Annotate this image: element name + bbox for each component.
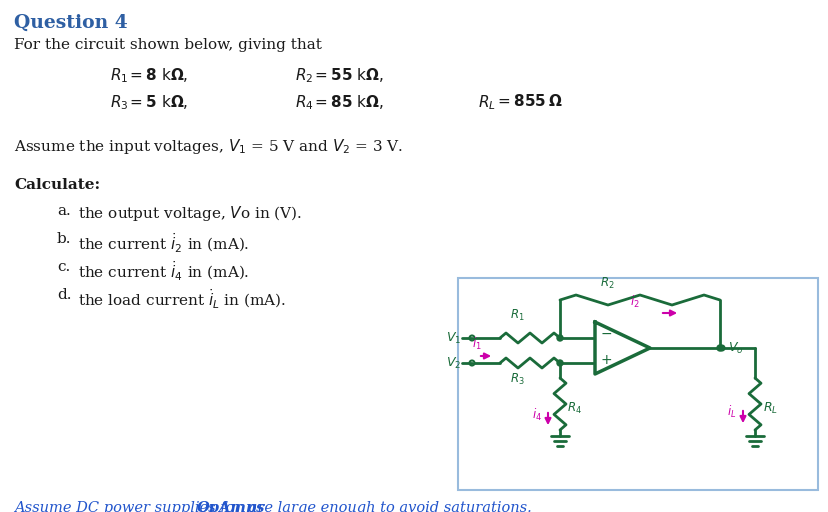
Text: $V_2$: $V_2$ — [445, 355, 460, 371]
Text: OpAmps: OpAmps — [197, 501, 265, 512]
Text: the load current $\mathit{\dot{i}}_L$ in (mA).: the load current $\mathit{\dot{i}}_L$ in… — [78, 288, 286, 311]
Text: Question 4: Question 4 — [14, 14, 128, 32]
Text: b.: b. — [57, 232, 71, 246]
Text: $R_L$: $R_L$ — [762, 400, 777, 416]
Circle shape — [556, 335, 562, 341]
Text: $\mathit{R}_L$: $\mathit{R}_L$ — [478, 93, 495, 112]
Text: +: + — [600, 353, 612, 367]
Text: $\mathit{R}_1$: $\mathit{R}_1$ — [110, 66, 128, 84]
Text: $\mathit{R}_3$: $\mathit{R}_3$ — [110, 93, 128, 112]
Text: $R_1$: $R_1$ — [509, 308, 524, 323]
Text: Assume the input voltages, $\mathit{V}_1$ = 5 V and $\mathit{V}_2$ = 3 V.: Assume the input voltages, $\mathit{V}_1… — [14, 137, 403, 156]
Circle shape — [556, 360, 562, 366]
Text: $V_1$: $V_1$ — [445, 330, 460, 346]
Text: are large enough to avoid saturations.: are large enough to avoid saturations. — [243, 501, 531, 512]
Text: $\mathit{R}_4$: $\mathit{R}_4$ — [295, 93, 313, 112]
Text: the current $\mathit{\dot{i}}_2$ in (mA).: the current $\mathit{\dot{i}}_2$ in (mA)… — [78, 232, 249, 255]
Text: $V_o$: $V_o$ — [727, 340, 743, 355]
Text: $= \mathbf{85}$ k$\mathbf{\Omega}$,: $= \mathbf{85}$ k$\mathbf{\Omega}$, — [311, 93, 383, 111]
Text: $R_3$: $R_3$ — [509, 372, 524, 387]
Text: −: − — [600, 327, 612, 341]
Bar — [457, 278, 817, 490]
Circle shape — [716, 345, 722, 351]
Text: $R_4$: $R_4$ — [566, 400, 581, 416]
Text: $\mathit{i}_1$: $\mathit{i}_1$ — [471, 336, 481, 352]
Text: $= \mathbf{8}$ k$\mathbf{\Omega}$,: $= \mathbf{8}$ k$\mathbf{\Omega}$, — [127, 66, 188, 84]
Text: For the circuit shown below, giving that: For the circuit shown below, giving that — [14, 38, 321, 52]
Text: the current $\mathit{\dot{i}}_4$ in (mA).: the current $\mathit{\dot{i}}_4$ in (mA)… — [78, 260, 249, 283]
Text: $= \mathbf{855\,\Omega}$: $= \mathbf{855\,\Omega}$ — [494, 93, 562, 109]
Text: a.: a. — [57, 204, 70, 218]
Text: $\mathit{i}_2$: $\mathit{i}_2$ — [629, 294, 639, 310]
Text: $R_2$: $R_2$ — [599, 276, 614, 291]
Text: $= \mathbf{5}$ k$\mathbf{\Omega}$,: $= \mathbf{5}$ k$\mathbf{\Omega}$, — [127, 93, 188, 111]
Text: $\mathit{R}_2$: $\mathit{R}_2$ — [295, 66, 313, 84]
Text: $= \mathbf{55}$ k$\mathbf{\Omega}$,: $= \mathbf{55}$ k$\mathbf{\Omega}$, — [311, 66, 383, 84]
Text: c.: c. — [57, 260, 70, 274]
Text: Assume DC power supplies for: Assume DC power supplies for — [14, 501, 246, 512]
Text: $\mathit{i}_L$: $\mathit{i}_L$ — [726, 404, 735, 420]
Text: Calculate:: Calculate: — [14, 178, 100, 192]
Text: the output voltage, $\mathit{V}$o in (V).: the output voltage, $\mathit{V}$o in (V)… — [78, 204, 302, 223]
Text: $\mathit{i}_4$: $\mathit{i}_4$ — [532, 407, 542, 423]
Text: d.: d. — [57, 288, 71, 302]
